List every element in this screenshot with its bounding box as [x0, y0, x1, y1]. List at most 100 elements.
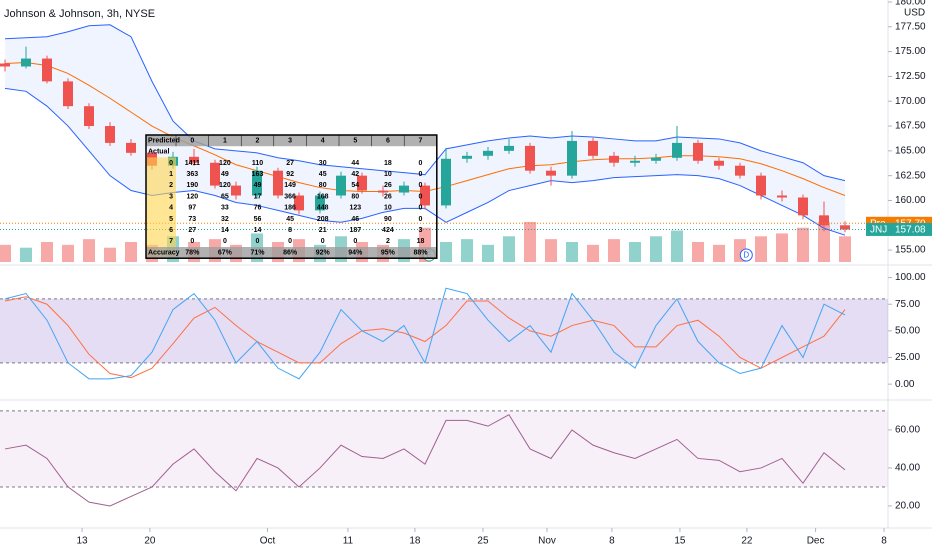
table-row-label: 0: [169, 160, 173, 167]
table-cell: 49: [221, 171, 229, 178]
stoch-k: [4, 287, 846, 380]
table-accuracy: 71%: [250, 249, 265, 256]
table-cell: 21: [319, 227, 327, 234]
rsi-band-fill: [0, 410, 888, 487]
table-row-label: 5: [169, 216, 173, 223]
table-accuracy: 67%: [218, 249, 233, 256]
volume-bar: [566, 242, 578, 262]
candle-body: [504, 145, 514, 151]
volume-bar: [755, 236, 767, 262]
event-marker: [739, 248, 753, 262]
y-tick-label: 75.00: [895, 299, 920, 310]
table-header: 5: [353, 137, 357, 144]
table-cell: 120: [219, 182, 231, 189]
stoch-d: [4, 296, 846, 379]
table-cell: 92: [286, 171, 294, 178]
volume-bar: [62, 244, 74, 262]
volume-bar: [797, 227, 809, 262]
table-cell: 46: [351, 216, 359, 223]
table-row-label: 4: [169, 205, 173, 212]
table-cell: 0: [190, 238, 194, 245]
x-tick-label: 8: [609, 536, 615, 547]
volume-bar: [104, 247, 116, 262]
table-row-label: 6: [169, 227, 173, 234]
candle-body: [630, 160, 640, 163]
volume-bar: [587, 244, 599, 262]
volume-bar: [818, 222, 830, 262]
table-cell: 65: [221, 193, 229, 200]
event-label: D: [743, 251, 749, 260]
table-cell: 208: [317, 216, 329, 223]
table-actual-label: Actual: [148, 149, 169, 156]
candle-body: [84, 106, 94, 127]
table-cell: 123: [349, 205, 361, 212]
candle-body: [42, 58, 52, 82]
table-header-bg: [146, 135, 437, 147]
table-cell: 0: [256, 238, 260, 245]
table-cell: 54: [351, 182, 359, 189]
y-tick-label: 0.00: [895, 379, 915, 390]
table-cell: 110: [252, 160, 263, 167]
y-tick-label: 165.00: [895, 145, 926, 156]
volume-bar: [503, 236, 515, 262]
volume-bar: [713, 244, 725, 262]
volume-bar: [83, 239, 95, 262]
y-tick-label: 40.00: [895, 463, 920, 474]
price-label-name: JNJ: [870, 225, 887, 236]
candle-body: [819, 215, 829, 226]
table-cell: 33: [221, 205, 229, 212]
candle-body: [252, 170, 262, 196]
table-cell: 44: [351, 160, 359, 167]
table-cell: 42: [351, 171, 359, 178]
x-tick-label: 8: [881, 536, 887, 547]
table-header: 1: [223, 137, 227, 144]
table-accuracy: 92%: [316, 249, 331, 256]
table-header: 6: [386, 137, 390, 144]
table-cell: 0: [419, 171, 423, 178]
table-cell: 3: [419, 227, 423, 234]
volume-bar: [20, 247, 32, 262]
candle-body: [315, 195, 325, 211]
volume-bar: [545, 239, 557, 262]
candle-body: [483, 150, 493, 156]
candle-body: [294, 195, 304, 211]
volume-bar: [776, 233, 788, 262]
candle-body: [420, 185, 430, 206]
volume-bar: [650, 236, 662, 262]
candle-body: [693, 142, 703, 161]
table-accuracy: 78%: [185, 249, 200, 256]
candle-body: [357, 175, 367, 191]
table-header: 3: [288, 137, 292, 144]
volume-bar: [461, 239, 473, 262]
table-cell: 366: [284, 193, 296, 200]
y-tick-label: 100.00: [895, 272, 926, 283]
table-cell: 187: [349, 227, 361, 234]
candle-body: [336, 175, 346, 196]
table-cell: 0: [419, 160, 423, 167]
table-header: 0: [190, 137, 194, 144]
table-cell: 45: [319, 171, 327, 178]
table-cell: 27: [286, 160, 294, 167]
candle-body: [105, 126, 115, 143]
y-tick-label: 172.50: [895, 71, 926, 82]
table-cell: 14: [221, 227, 229, 234]
y-tick-label: 162.50: [895, 170, 926, 181]
candle-body: [609, 155, 619, 163]
table-cell: 120: [219, 160, 231, 167]
table-cell: 14: [254, 227, 262, 234]
candle-body: [189, 156, 199, 163]
bollinger-upper: [4, 24, 846, 182]
candle-body: [714, 160, 724, 166]
x-tick-label: 20: [144, 536, 156, 547]
candle-body: [210, 162, 220, 186]
candle-body: [378, 190, 388, 193]
table-cell: 1411: [185, 160, 200, 167]
y-tick-label: 177.50: [895, 21, 926, 32]
table-cell: 17: [254, 193, 262, 200]
table-cell: 97: [188, 205, 196, 212]
table-cell: 363: [186, 171, 198, 178]
volume-bar: [692, 242, 704, 262]
candle-body: [525, 145, 535, 171]
table-row-label: 2: [169, 182, 173, 189]
